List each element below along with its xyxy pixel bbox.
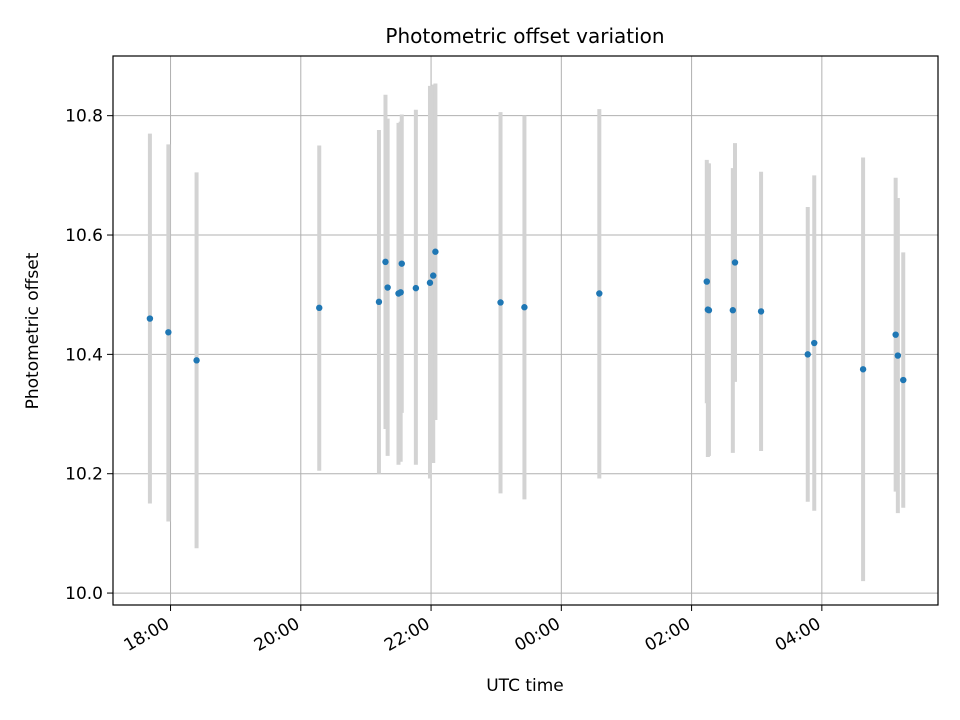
y-tick-label: 10.4 xyxy=(65,345,103,365)
data-point xyxy=(384,284,391,291)
data-point xyxy=(146,315,154,322)
data-point xyxy=(811,339,818,347)
data-points xyxy=(146,248,907,384)
data-point xyxy=(521,304,528,311)
plot-frame xyxy=(112,55,939,606)
x-tick-label: 04:00 xyxy=(772,614,824,656)
chart-title: Photometric offset variation xyxy=(385,24,664,48)
data-point xyxy=(894,352,902,359)
data-point xyxy=(757,308,765,315)
x-axis-label: UTC time xyxy=(486,676,564,696)
data-point xyxy=(397,289,404,296)
data-point xyxy=(398,260,405,267)
x-tick-label: 02:00 xyxy=(642,614,694,656)
y-tick-label: 10.6 xyxy=(65,226,103,246)
x-tick-label: 22:00 xyxy=(381,614,433,656)
y-axis-label: Photometric offset xyxy=(23,252,43,409)
error-bars xyxy=(147,83,906,582)
y-axis-ticks: 10.0 10.2 10.4 10.6 10.8 xyxy=(65,107,113,604)
data-point xyxy=(382,258,389,266)
data-point xyxy=(859,366,867,373)
data-point xyxy=(804,351,811,358)
data-point xyxy=(731,259,739,266)
y-tick-label: 10.2 xyxy=(65,465,103,485)
data-point xyxy=(596,290,603,297)
data-point xyxy=(900,376,907,384)
data-point xyxy=(316,304,323,312)
y-tick-label: 10.8 xyxy=(65,107,103,127)
data-point xyxy=(432,248,439,255)
data-point xyxy=(729,307,737,314)
data-point xyxy=(165,329,172,336)
data-point xyxy=(426,279,434,286)
data-point xyxy=(412,284,420,292)
y-tick-label: 10.0 xyxy=(65,584,103,604)
data-point xyxy=(375,298,383,306)
data-point xyxy=(892,331,899,338)
data-point xyxy=(193,357,200,364)
x-tick-label: 00:00 xyxy=(511,614,563,656)
data-point xyxy=(705,307,713,314)
x-tick-label: 20:00 xyxy=(251,614,303,656)
x-tick-label: 18:00 xyxy=(121,614,173,656)
data-point xyxy=(430,272,437,279)
data-point xyxy=(497,299,504,306)
x-axis-ticks: 18:00 20:00 22:00 00:00 02:00 04:00 xyxy=(121,605,824,656)
data-point xyxy=(703,278,710,285)
